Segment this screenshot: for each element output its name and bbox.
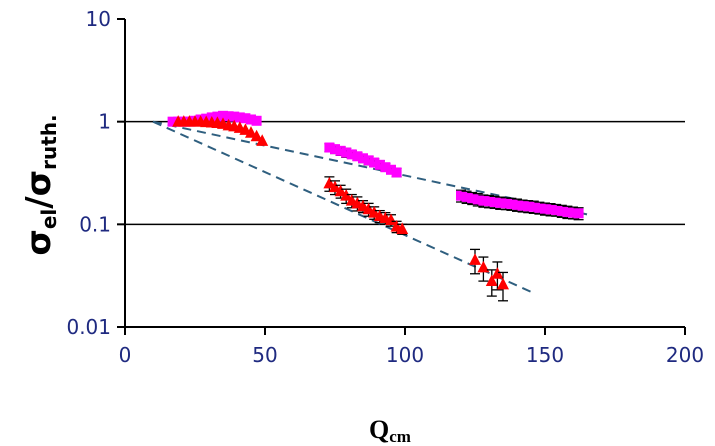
- x-axis-label-subscript: cm: [389, 427, 411, 446]
- data-point-square: [374, 159, 385, 170]
- data-point-square: [478, 195, 489, 206]
- fit-line-1: [152, 120, 532, 293]
- x-tick-label: 150: [526, 343, 564, 367]
- data-point-square: [229, 111, 240, 122]
- x-tick-marks: [124, 327, 686, 335]
- data-point-square: [523, 201, 534, 212]
- data-point-triangle: [469, 253, 481, 265]
- data-point-square: [568, 207, 578, 218]
- data-point-square: [251, 115, 262, 126]
- data-point-square: [556, 205, 567, 216]
- data-point-square: [246, 114, 256, 125]
- data-point-square: [517, 200, 528, 211]
- data-point-triangle: [396, 222, 409, 234]
- data-point-square: [472, 194, 483, 205]
- data-point-square: [540, 203, 550, 214]
- y-label-sigma-den: σ: [19, 170, 59, 196]
- data-point-square: [573, 208, 584, 219]
- data-point-square: [500, 198, 511, 209]
- data-point-triangle: [485, 274, 498, 287]
- y-label-separator: /: [19, 196, 59, 209]
- data-point-square: [386, 164, 396, 175]
- data-point-square: [358, 153, 368, 164]
- y-label-sub-den: ruth.: [37, 114, 61, 170]
- x-tick-label: 100: [386, 343, 424, 367]
- y-tick-label: 10: [86, 7, 111, 31]
- data-point-square: [167, 116, 178, 127]
- y-label-sigma-num: σ: [19, 229, 59, 255]
- data-point-triangle: [491, 267, 504, 279]
- data-point-square: [363, 155, 374, 166]
- data-point-triangle: [250, 129, 263, 142]
- data-point-square: [545, 204, 556, 215]
- data-point-square: [346, 149, 357, 160]
- x-axis-label-main: Q: [369, 415, 389, 444]
- y-tick-label: 0.1: [79, 212, 111, 236]
- data-point-square: [467, 193, 478, 204]
- data-point-triangle: [329, 180, 341, 193]
- data-point-square: [495, 197, 506, 208]
- x-axis-label: Qcm: [369, 415, 411, 446]
- data-point-square: [352, 151, 363, 162]
- data-point-square: [506, 198, 517, 209]
- data-point-square: [562, 206, 573, 217]
- data-point-square: [489, 197, 500, 208]
- data-point-triangle: [323, 176, 336, 189]
- data-point-square: [324, 142, 335, 153]
- x-tick-label: 0: [119, 343, 132, 367]
- data-point-square: [551, 204, 562, 215]
- data-point-square: [528, 201, 539, 212]
- x-tick-labels: 0 50 100 150 200: [119, 343, 704, 367]
- data-point-square: [240, 113, 251, 124]
- y-tick-marks: [117, 18, 125, 328]
- x-tick-label: 50: [252, 343, 277, 367]
- data-point-square: [512, 199, 522, 210]
- data-point-triangle: [497, 277, 509, 290]
- series-red-triangles: [172, 115, 509, 302]
- data-point-square: [341, 147, 352, 158]
- y-tick-label: 1: [98, 110, 111, 134]
- data-point-square: [223, 111, 234, 122]
- data-point-square: [330, 144, 340, 155]
- gridlines: [125, 120, 685, 226]
- x-tick-label: 200: [666, 343, 704, 367]
- data-point-square: [234, 112, 245, 123]
- data-point-square: [218, 110, 228, 121]
- data-point-triangle: [334, 184, 347, 197]
- data-point-square: [484, 196, 494, 207]
- data-point-square: [534, 202, 545, 213]
- data-point-square: [380, 162, 391, 173]
- data-point-triangle: [477, 260, 490, 273]
- data-point-square: [456, 190, 466, 201]
- data-point-square: [461, 191, 472, 202]
- data-point-square: [391, 167, 402, 178]
- data-point-triangle: [256, 134, 269, 146]
- data-point-triangle: [385, 213, 397, 226]
- fit-lines: [152, 120, 588, 293]
- y-tick-label: 0.01: [66, 315, 111, 339]
- y-axis-label: σel/σruth.: [19, 114, 61, 255]
- data-point-square: [335, 145, 346, 156]
- svg-text:σel/σruth.: σel/σruth.: [19, 114, 61, 255]
- data-point-square: [369, 157, 380, 168]
- y-label-sub-num: el: [37, 209, 61, 229]
- data-point-triangle: [340, 189, 353, 201]
- y-tick-labels: 0.01 0.1 1 10: [66, 7, 111, 339]
